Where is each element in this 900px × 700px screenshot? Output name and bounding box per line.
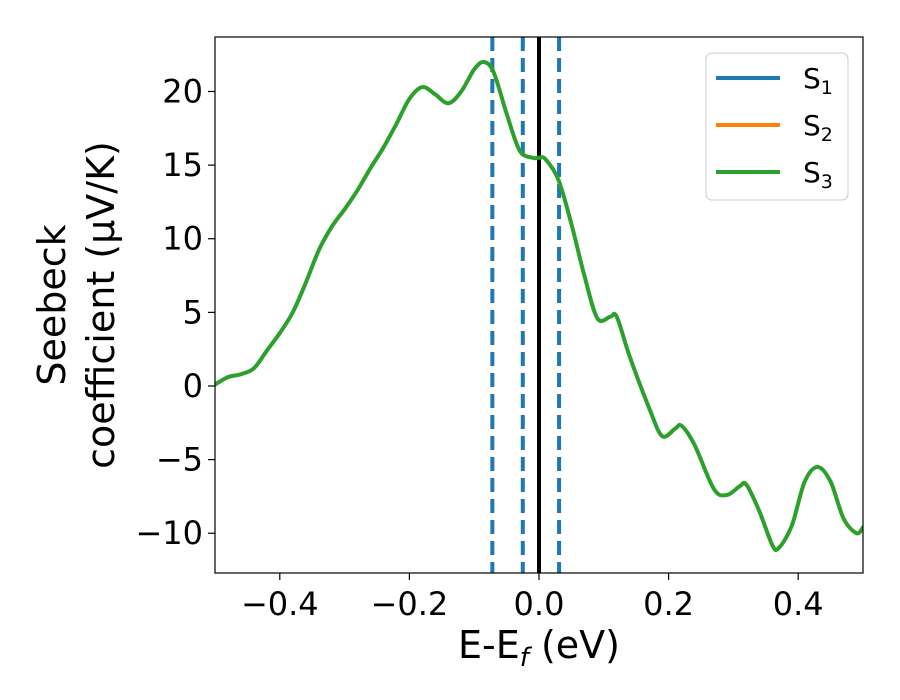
series-line-S3 xyxy=(215,60,863,553)
x-tick-label: −0.4 xyxy=(241,585,319,623)
y-axis-label-line1: Seebeck xyxy=(30,224,74,385)
y-tick-label: 15 xyxy=(162,146,203,184)
x-tick-label: −0.2 xyxy=(371,585,449,623)
legend-label-S1: S1 xyxy=(803,62,833,99)
series-lines xyxy=(215,60,863,553)
y-tick-label: 20 xyxy=(162,72,203,110)
x-axis-ticks: −0.4 −0.2 0.0 0.2 0.4 xyxy=(241,573,824,623)
vertical-lines xyxy=(490,37,562,573)
y-axis-ticks: −10 −5 0 5 10 15 20 xyxy=(135,72,215,552)
y-tick-label: 0 xyxy=(183,367,203,405)
x-tick-label: 0.2 xyxy=(643,585,694,623)
y-tick-label: −10 xyxy=(135,514,203,552)
y-tick-label: −5 xyxy=(156,441,203,479)
y-axis-label-line2: coefficient (μV/K) xyxy=(79,141,123,469)
legend: S1 S2 S3 xyxy=(705,52,849,201)
y-tick-label: 10 xyxy=(162,220,203,258)
x-axis-label: E-Ef (eV) xyxy=(458,623,620,673)
x-tick-label: 0.4 xyxy=(773,585,824,623)
x-tick-label: 0.0 xyxy=(514,585,565,623)
y-tick-label: 5 xyxy=(183,293,203,331)
legend-label-S3: S3 xyxy=(803,156,833,193)
legend-label-S2: S2 xyxy=(803,109,833,146)
